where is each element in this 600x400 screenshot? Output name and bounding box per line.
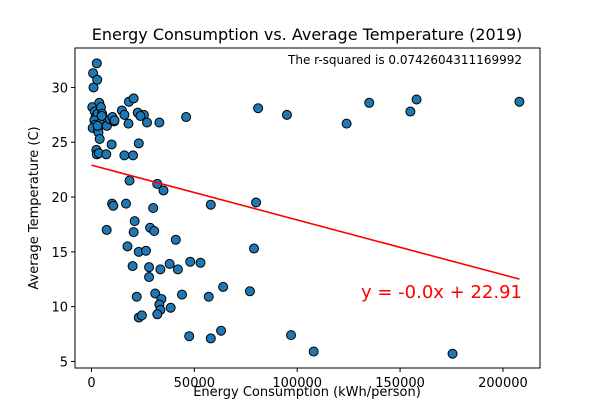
data-point	[253, 103, 264, 114]
y-axis-label: Average Temperature (C)	[27, 126, 42, 289]
data-point	[341, 118, 352, 129]
y-tick-label: 5	[60, 355, 68, 370]
data-point	[155, 264, 166, 275]
data-point	[92, 74, 103, 85]
data-point	[164, 258, 175, 269]
data-point	[121, 198, 132, 209]
data-point	[244, 286, 255, 297]
y-tick-label: 25	[51, 136, 68, 151]
data-point	[176, 289, 187, 300]
data-point	[96, 110, 107, 121]
data-point	[94, 133, 105, 144]
y-axis-ticks: 5 10 15 20 25 30	[51, 81, 75, 370]
data-point	[158, 185, 169, 196]
x-axis-label: Energy Consumption (kWh/person)	[193, 385, 421, 400]
y-tick-label: 20	[51, 191, 68, 206]
data-point	[172, 264, 183, 275]
r-squared-annotation: The r-squared is 0.0742604311169992	[287, 53, 522, 67]
data-point	[148, 203, 159, 213]
data-point	[106, 139, 117, 150]
regression-line-group	[91, 164, 520, 280]
regression-equation: y = -0.0x + 22.91	[361, 282, 522, 303]
data-point	[133, 138, 144, 149]
data-point	[119, 109, 130, 120]
data-point	[128, 93, 139, 104]
data-point	[152, 309, 163, 320]
data-point	[216, 325, 227, 336]
data-point	[170, 234, 181, 245]
data-point	[128, 227, 139, 238]
x-tick-label: 100000	[272, 376, 322, 391]
data-point	[149, 226, 160, 237]
data-point	[91, 58, 102, 69]
data-point	[129, 216, 140, 227]
data-point	[142, 117, 153, 128]
data-point	[411, 94, 422, 105]
chart-title: Energy Consumption vs. Average Temperatu…	[92, 25, 523, 44]
regression-line	[91, 164, 520, 280]
data-point	[135, 110, 146, 121]
data-point	[184, 331, 195, 342]
data-point	[447, 348, 458, 359]
data-point	[514, 96, 525, 107]
data-point	[165, 302, 176, 313]
data-point	[101, 149, 112, 160]
x-tick-label: 150000	[375, 376, 425, 391]
data-point	[92, 120, 103, 131]
data-point	[144, 272, 155, 283]
data-point	[195, 257, 206, 268]
data-point	[119, 150, 130, 161]
x-tick-label: 200000	[478, 376, 528, 391]
data-point	[124, 175, 135, 186]
data-point	[364, 97, 375, 108]
data-point	[308, 346, 319, 357]
data-point	[109, 115, 120, 126]
data-point	[122, 241, 133, 252]
data-point	[218, 281, 229, 292]
data-point	[150, 288, 161, 299]
data-point	[251, 197, 262, 208]
data-point	[136, 310, 147, 321]
data-point	[286, 330, 297, 341]
data-point	[281, 109, 292, 120]
data-point	[203, 291, 214, 302]
data-point	[249, 243, 260, 254]
data-points	[87, 58, 525, 359]
data-point	[128, 150, 139, 161]
x-axis-ticks: 0 50000 100000 150000 200000	[87, 368, 528, 391]
y-tick-label: 15	[51, 246, 68, 261]
data-point	[101, 224, 112, 235]
data-point	[205, 199, 216, 210]
data-point	[181, 112, 192, 123]
data-point	[205, 333, 216, 344]
data-point	[185, 256, 196, 267]
data-point	[108, 200, 119, 211]
data-point	[144, 262, 155, 273]
y-tick-label: 30	[51, 81, 68, 96]
data-point	[154, 117, 165, 128]
y-tick-label: 10	[51, 301, 68, 316]
data-point	[140, 245, 151, 256]
data-point	[127, 261, 138, 272]
x-tick-label: 50000	[174, 376, 215, 391]
x-tick-label: 0	[87, 376, 95, 391]
data-point	[123, 118, 134, 129]
data-point	[131, 291, 142, 302]
plot-frame	[74, 47, 541, 369]
data-point	[405, 106, 416, 117]
